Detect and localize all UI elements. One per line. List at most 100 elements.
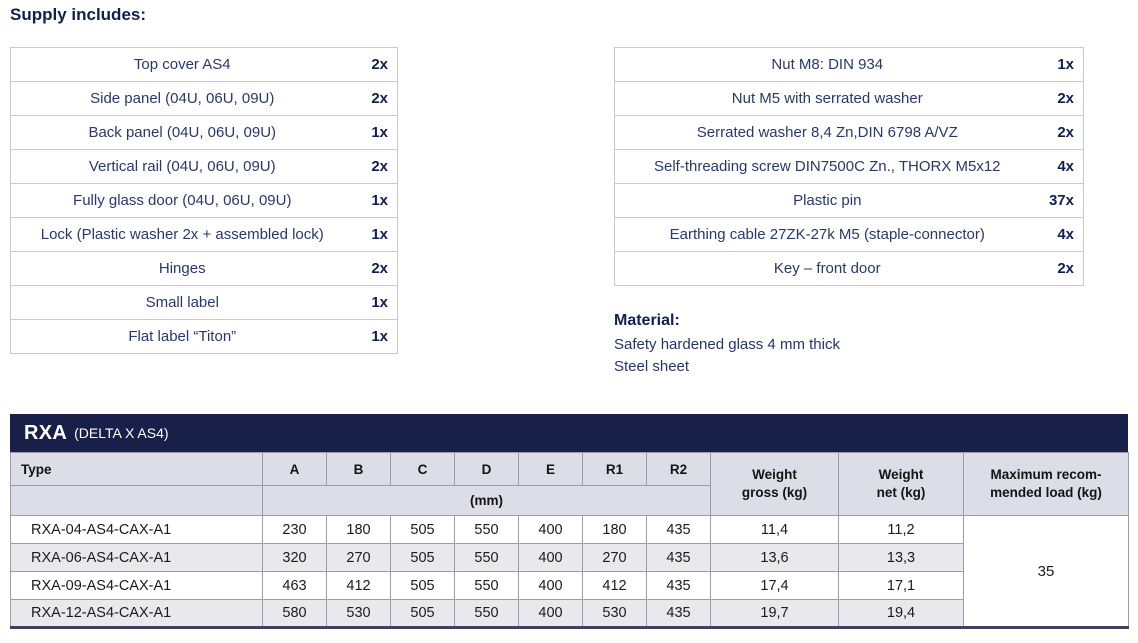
spec-value-cell: 270 xyxy=(326,543,391,572)
spec-value-cell: 550 xyxy=(454,543,519,572)
spec-weight-net-cell: 11,2 xyxy=(838,515,964,544)
supply-item-qty: 2x xyxy=(353,251,398,286)
spec-section: RXA (DELTA X AS4) Type A B C D E R1 R2 W… xyxy=(10,414,1129,629)
supply-row: Lock (Plastic washer 2x + assembled lock… xyxy=(10,217,398,252)
spec-unit-label: (mm) xyxy=(262,485,711,516)
supply-row: Nut M5 with serrated washer 2x xyxy=(614,81,1084,116)
spec-value-cell: 580 xyxy=(262,599,327,628)
supply-row: Flat label “Titon” 1x xyxy=(11,320,398,354)
supply-item-name: Top cover AS4 xyxy=(10,47,354,82)
supply-row: Fully glass door (04U, 06U, 09U) 1x xyxy=(10,183,398,218)
spec-data-row: RXA-04-AS4-CAX-A1 230 180 505 550 400 18… xyxy=(10,515,1129,628)
spec-col-a: A xyxy=(262,452,327,486)
spec-value-cell: 505 xyxy=(390,599,455,628)
supply-item-name: Nut M8: DIN 934 xyxy=(614,47,1040,82)
spec-value-cell: 400 xyxy=(518,515,583,544)
supply-row: Side panel (04U, 06U, 09U) 2x xyxy=(10,81,398,116)
supply-item-name: Hinges xyxy=(10,251,354,286)
spec-variant: (DELTA X AS4) xyxy=(74,425,169,441)
supply-item-qty: 4x xyxy=(1039,217,1084,252)
spec-type-cell: RXA-04-AS4-CAX-A1 xyxy=(10,515,263,544)
spec-col-weight-net: Weight net (kg) xyxy=(838,452,964,516)
supply-table-left: Top cover AS4 2x Side panel (04U, 06U, 09… xyxy=(10,47,398,354)
spec-value-cell: 435 xyxy=(646,515,711,544)
supply-item-name: Vertical rail (04U, 06U, 09U) xyxy=(10,149,354,184)
spec-col-r2: R2 xyxy=(646,452,711,486)
spec-col-max-load: Maximum recom- mended load (kg) xyxy=(963,452,1129,516)
spec-weight-net-cell: 17,1 xyxy=(838,571,964,600)
spec-table: Type A B C D E R1 R2 Weight gross (kg) W… xyxy=(10,452,1129,629)
supply-item-qty: 2x xyxy=(353,81,398,116)
material-heading: Material: xyxy=(614,312,680,329)
supply-table-right: Nut M8: DIN 934 1x Nut M5 with serrated w… xyxy=(614,47,1084,286)
supply-item-name: Serrated washer 8,4 Zn,DIN 6798 A/VZ xyxy=(614,115,1040,150)
spec-value-cell: 550 xyxy=(454,571,519,600)
spec-weight-net-cell: 13,3 xyxy=(838,543,964,572)
spec-value-cell: 412 xyxy=(326,571,391,600)
spec-value-cell: 435 xyxy=(646,571,711,600)
material-line: Steel sheet xyxy=(614,358,690,375)
spec-header-row: Type A B C D E R1 R2 Weight gross (kg) W… xyxy=(10,452,1129,516)
spec-value-cell: 505 xyxy=(390,515,455,544)
spec-value-cell: 400 xyxy=(518,599,583,628)
spec-col-d: D xyxy=(454,452,519,486)
supply-item-name: Earthing cable 27ZK-27k M5 (staple-conne… xyxy=(614,217,1040,252)
spec-unit-empty-cell xyxy=(10,485,263,516)
spec-value-cell: 180 xyxy=(582,515,647,544)
supply-item-qty: 2x xyxy=(1057,260,1074,277)
spec-weight-gross-cell: 11,4 xyxy=(710,515,839,544)
supply-item-qty: 4x xyxy=(1039,149,1084,184)
spec-type-cell: RXA-09-AS4-CAX-A1 xyxy=(10,571,263,600)
spec-value-cell: 180 xyxy=(326,515,391,544)
supply-item-name: Self-threading screw DIN7500C Zn., THORX… xyxy=(614,149,1040,184)
supply-item-qty: 1x xyxy=(353,115,398,150)
supply-item-qty: 1x xyxy=(1039,47,1084,82)
spec-col-c: C xyxy=(390,452,455,486)
spec-value-cell: 505 xyxy=(390,571,455,600)
supply-table-right-container: Nut M8: DIN 934 1x Nut M5 with serrated w… xyxy=(614,47,1084,286)
spec-type-cell: RXA-06-AS4-CAX-A1 xyxy=(10,543,263,572)
supply-item-name: Nut M5 with serrated washer xyxy=(614,81,1040,116)
spec-value-cell: 550 xyxy=(454,599,519,628)
spec-col-weight-gross: Weight gross (kg) xyxy=(710,452,839,516)
supply-row: Hinges 2x xyxy=(10,251,398,286)
spec-col-r1: R1 xyxy=(582,452,647,486)
supply-row: Small label 1x xyxy=(10,285,398,320)
spec-value-cell: 463 xyxy=(262,571,327,600)
spec-weight-gross-cell: 19,7 xyxy=(710,599,839,628)
supply-item-qty: 2x xyxy=(1039,115,1084,150)
spec-value-cell: 530 xyxy=(326,599,391,628)
spec-data-row: RXA-12-AS4-CAX-A1 580 530 505 550 400 53… xyxy=(10,599,1129,628)
supply-item-qty: 2x xyxy=(353,149,398,184)
spec-data-row: RXA-09-AS4-CAX-A1 463 412 505 550 400 41… xyxy=(10,571,1129,600)
spec-value-cell: 400 xyxy=(518,571,583,600)
spec-col-b: B xyxy=(326,452,391,486)
spec-brand: RXA xyxy=(24,421,68,444)
supply-row: Serrated washer 8,4 Zn,DIN 6798 A/VZ 2x xyxy=(614,115,1084,150)
spec-weight-gross-cell: 17,4 xyxy=(710,571,839,600)
material-line: Safety hardened glass 4 mm thick xyxy=(614,336,840,353)
supply-item-name: Flat label “Titon” xyxy=(128,328,237,345)
supply-item-name: Plastic pin xyxy=(614,183,1040,218)
spec-value-cell: 550 xyxy=(454,515,519,544)
page-title: Supply includes: xyxy=(10,5,147,24)
spec-value-cell: 412 xyxy=(582,571,647,600)
supply-item-name: Side panel (04U, 06U, 09U) xyxy=(10,81,354,116)
spec-value-cell: 530 xyxy=(582,599,647,628)
spec-value-cell: 505 xyxy=(390,543,455,572)
supply-row: Key – front door 2x xyxy=(615,252,1084,286)
spec-value-cell: 320 xyxy=(262,543,327,572)
supply-item-name: Key – front door xyxy=(773,260,881,277)
supply-row: Nut M8: DIN 934 1x xyxy=(614,47,1084,82)
supply-row: Self-threading screw DIN7500C Zn., THORX… xyxy=(614,149,1084,184)
spec-col-e: E xyxy=(518,452,583,486)
spec-value-cell: 400 xyxy=(518,543,583,572)
supply-item-name: Lock (Plastic washer 2x + assembled lock… xyxy=(10,217,354,252)
spec-weight-gross-cell: 13,6 xyxy=(710,543,839,572)
supply-item-qty: 1x xyxy=(371,328,388,345)
supply-item-qty: 1x xyxy=(353,285,398,320)
supply-item-qty: 1x xyxy=(353,183,398,218)
spec-weight-net-cell: 19,4 xyxy=(838,599,964,628)
supply-item-qty: 2x xyxy=(353,47,398,82)
supply-item-qty: 37x xyxy=(1039,183,1084,218)
